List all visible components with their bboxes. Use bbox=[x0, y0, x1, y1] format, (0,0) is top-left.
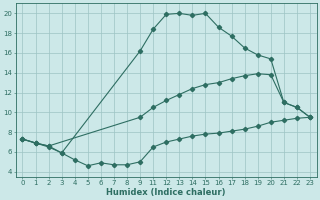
X-axis label: Humidex (Indice chaleur): Humidex (Indice chaleur) bbox=[107, 188, 226, 197]
